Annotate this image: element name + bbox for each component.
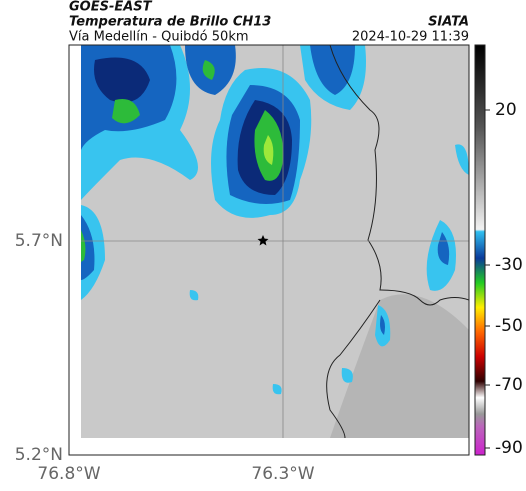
satellite-image (81, 45, 469, 438)
lon-label: 76.3°W (251, 464, 314, 484)
colorbar-label: 20 (495, 100, 517, 120)
colorbar-label: -50 (495, 316, 523, 336)
lat-label: 5.7°N (15, 231, 63, 251)
colorbar-label: -30 (495, 255, 523, 275)
datetime: 2024-10-29 11:39 (352, 30, 469, 45)
product: Temperatura de Brillo CH13 (69, 15, 271, 30)
map-frame (68, 44, 470, 456)
route: Vía Medellín - Quibdó 50km (69, 30, 249, 45)
colorbar-label: -70 (495, 375, 523, 395)
lon-label: 76.8°W (37, 464, 100, 484)
colorbar-label: -90 (495, 438, 523, 458)
lat-label: 5.2°N (15, 445, 63, 465)
colorbar-ticks (485, 109, 490, 449)
source: SIATA (428, 15, 469, 30)
satellite: GOES-EAST (69, 0, 153, 15)
colorbar (474, 44, 486, 456)
